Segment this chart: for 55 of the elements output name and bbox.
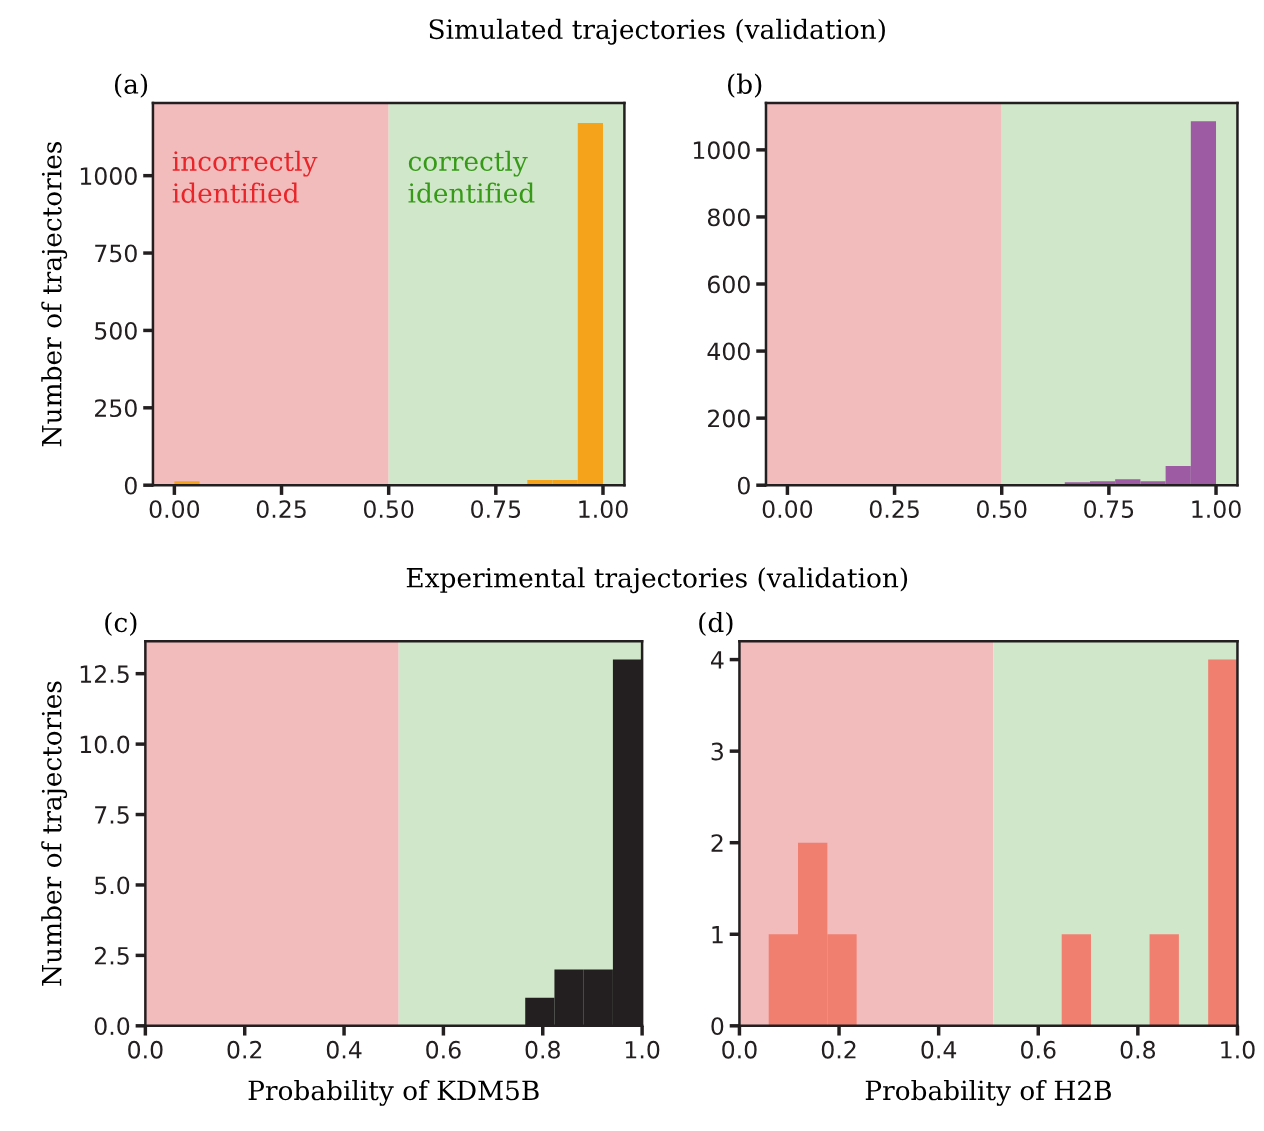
y-tick-label: 12.5 bbox=[80, 665, 129, 683]
chart-title: Simulated trajectories (validation) bbox=[429, 18, 885, 45]
y-axis-title: Number of trajectories bbox=[41, 141, 68, 447]
y-tick-label: 2 bbox=[711, 834, 723, 852]
y-tick-label: 1000 bbox=[693, 141, 750, 160]
x-tick-label: 0.0 bbox=[128, 1040, 163, 1059]
x-tick-label: 0.6 bbox=[426, 1040, 461, 1059]
y-tick-label: 10.0 bbox=[80, 735, 130, 754]
chart-title: Experimental trajectories (validation) bbox=[406, 567, 908, 594]
chart-subtitle: (c) bbox=[105, 611, 137, 637]
y-tick-label: 0 bbox=[737, 476, 750, 495]
y-tick-label: 0 bbox=[124, 476, 137, 495]
y-tick-label: 2.5 bbox=[94, 946, 129, 965]
x-tick-label: 0.00 bbox=[762, 500, 813, 519]
x-tick-label: 1.0 bbox=[625, 1040, 660, 1059]
y-tick-label: 250 bbox=[95, 399, 137, 418]
y-tick-label: 1 bbox=[712, 926, 723, 944]
x-axis-title: Probability of KDM5B bbox=[248, 1079, 539, 1106]
y-tick-label: 1000 bbox=[80, 167, 137, 185]
y-tick-label: 0.0 bbox=[94, 1017, 130, 1036]
x-tick-label: 1.0 bbox=[1221, 1040, 1255, 1059]
y-tick-label: 400 bbox=[707, 342, 750, 361]
y-axis-title: Number of trajectories bbox=[41, 681, 68, 986]
y-tick-label: 5.0 bbox=[95, 876, 130, 895]
x-tick-label: 0.8 bbox=[525, 1040, 560, 1059]
x-tick-label: 0.25 bbox=[256, 500, 306, 519]
y-tick-label: 800 bbox=[707, 208, 750, 227]
x-tick-label: 0.4 bbox=[921, 1040, 957, 1059]
x-tick-label: 0.50 bbox=[976, 500, 1027, 519]
chart-subtitle: (d) bbox=[699, 611, 733, 637]
x-tick-label: 0.2 bbox=[821, 1040, 856, 1059]
x-tick-label: 1.00 bbox=[1192, 500, 1241, 519]
x-tick-label: 0.25 bbox=[869, 500, 919, 519]
band-label: correctly identified bbox=[408, 150, 535, 203]
x-tick-label: 0.2 bbox=[227, 1040, 262, 1059]
x-tick-label: 1.00 bbox=[579, 500, 628, 519]
x-tick-label: 0.75 bbox=[1084, 500, 1134, 519]
y-tick-label: 750 bbox=[95, 244, 137, 263]
x-tick-label: 0.00 bbox=[149, 500, 200, 519]
x-tick-label: 0.50 bbox=[363, 500, 414, 519]
x-axis-title: Probability of H2B bbox=[865, 1079, 1111, 1106]
x-tick-label: 0.8 bbox=[1120, 1040, 1156, 1059]
x-tick-label: 0.4 bbox=[326, 1040, 362, 1059]
y-tick-label: 500 bbox=[95, 321, 137, 340]
y-tick-label: 0 bbox=[711, 1017, 724, 1036]
chart-subtitle: (b) bbox=[728, 73, 762, 98]
chart-subtitle: (a) bbox=[114, 73, 148, 98]
y-tick-label: 7.5 bbox=[95, 806, 129, 824]
y-tick-label: 4 bbox=[710, 651, 724, 669]
y-tick-label: 200 bbox=[708, 409, 750, 428]
y-tick-label: 3 bbox=[711, 742, 723, 761]
x-tick-label: 0.75 bbox=[471, 500, 521, 519]
band-label: incorrectly identified bbox=[172, 150, 318, 203]
y-tick-label: 600 bbox=[707, 275, 750, 294]
x-tick-label: 0.6 bbox=[1021, 1040, 1056, 1059]
